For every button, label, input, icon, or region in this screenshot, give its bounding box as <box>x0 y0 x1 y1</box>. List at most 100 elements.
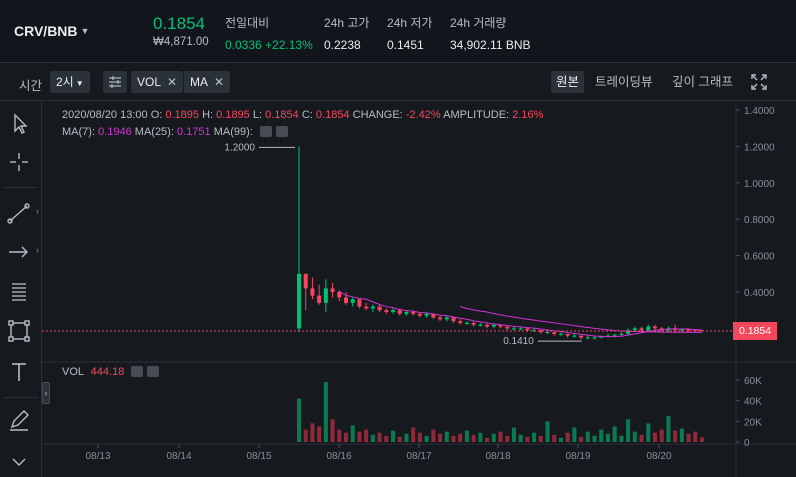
crosshair-icon <box>10 153 28 171</box>
legend-ma7: 0.1946 <box>98 126 132 138</box>
volume-bar <box>438 433 443 442</box>
pair-name: CRV/BNB <box>14 23 78 39</box>
divider <box>4 397 38 398</box>
candle-body <box>626 330 631 334</box>
legend-low-label: L: <box>252 109 263 121</box>
volume-bar <box>451 435 456 442</box>
current-price-tag: 0.1854 <box>733 322 777 340</box>
volume-bar <box>693 431 698 442</box>
candle-body <box>538 330 543 333</box>
date-tick-label: 08/16 <box>326 451 351 462</box>
candlestick-chart[interactable]: 1.4000 1.2000 1.0000 0.8000 0.6000 0.4000 60K 4… <box>42 101 796 477</box>
eye-icon[interactable] <box>259 126 272 137</box>
volume-bar <box>626 419 631 442</box>
interval-selector[interactable]: 2시 ▼ <box>50 71 90 93</box>
magnet-tool[interactable] <box>4 445 34 471</box>
candle-body <box>404 312 409 314</box>
pen-icon <box>10 410 29 431</box>
trendline-tool[interactable]: › <box>4 200 39 226</box>
pair-selector[interactable]: CRV/BNB ▼ <box>14 23 89 39</box>
legend-ma99-label: MA(99): <box>213 126 253 138</box>
ma7-line <box>339 290 703 338</box>
stat-low: 24h 저가 0.1451 <box>387 14 432 52</box>
volume-bar <box>337 429 342 442</box>
price-tick-label: 1.2000 <box>744 142 775 153</box>
candle-body <box>572 335 577 337</box>
candle-body <box>579 335 584 338</box>
stat-change-value: 0.0336 +22.13% <box>225 38 313 52</box>
time-label: 시간 <box>19 79 43 93</box>
crosshair-tool[interactable] <box>4 149 34 175</box>
volume-bar <box>485 437 490 442</box>
settings-icon[interactable] <box>275 126 288 137</box>
volume-bar <box>397 436 402 442</box>
chart-toolbar: 시간 2시 ▼ VOL ✕ MA ✕ 원본 트레이딩뷰 깊이 그래프 <box>0 63 796 101</box>
indicator-settings-button[interactable] <box>103 71 127 93</box>
candle-body <box>511 328 516 330</box>
fib-icon <box>12 283 26 301</box>
stat-change-label: 전일대비 <box>225 16 270 30</box>
volume-bar <box>303 429 308 442</box>
close-icon[interactable]: ✕ <box>214 75 225 89</box>
chevron-down-icon: ▼ <box>80 26 90 36</box>
legend-high-label: H: <box>202 109 214 121</box>
legend-change: -2.42% <box>405 109 441 121</box>
candle-body <box>438 317 443 320</box>
volume-bar <box>296 398 302 442</box>
candle-body <box>592 337 597 339</box>
candle-body <box>444 317 449 320</box>
candle-body <box>525 328 530 331</box>
volume-tick-label: 20K <box>744 417 762 428</box>
candle-body <box>505 326 510 329</box>
date-tick-label: 08/20 <box>646 451 671 462</box>
market-header: CRV/BNB ▼ 0.1854 ₩4,871.00 전일대비 0.0336 +2… <box>0 0 796 63</box>
stat-high: 24h 고가 0.2238 <box>324 14 369 52</box>
candle-body <box>619 333 624 335</box>
candle-body <box>310 288 315 296</box>
volume-bar <box>491 433 496 442</box>
candle-body <box>552 332 557 334</box>
pointer-tool[interactable] <box>4 111 34 137</box>
volume-bar <box>639 434 644 442</box>
price-tick-label: 0.8000 <box>744 215 775 226</box>
volume-bar <box>350 425 355 442</box>
indicator-chip-vol[interactable]: VOL ✕ <box>131 71 184 93</box>
eye-icon[interactable] <box>131 366 144 377</box>
collapse-rail-button[interactable]: ‹ <box>42 382 50 404</box>
pen-tool[interactable] <box>4 407 34 433</box>
candle-body <box>296 273 302 329</box>
fib-tool[interactable] <box>4 278 34 304</box>
fullscreen-icon <box>751 74 767 90</box>
close-icon[interactable]: ✕ <box>167 75 178 89</box>
ohlc-legend: 2020/08/20 13:00 O: 0.1895 H: 0.1895 L: … <box>62 109 543 121</box>
fullscreen-button[interactable] <box>750 73 768 91</box>
volume-bar <box>424 435 429 442</box>
stat-volume-label: 24h 거래량 <box>450 16 507 30</box>
sliders-icon <box>109 76 121 88</box>
volume-bar <box>370 434 375 442</box>
date-tick-label: 08/17 <box>406 451 431 462</box>
candle-body <box>686 329 691 331</box>
rectangle-tool[interactable] <box>4 318 34 344</box>
volume-bar <box>391 430 396 442</box>
view-depth[interactable]: 깊이 그래프 <box>672 75 733 89</box>
candle-body <box>632 328 637 331</box>
legend-close: 0.1854 <box>315 109 350 121</box>
arrow-tool[interactable]: › <box>4 239 39 265</box>
indicator-chip-ma[interactable]: MA ✕ <box>184 71 231 93</box>
text-tool[interactable] <box>4 359 34 385</box>
volume-bar <box>323 382 328 442</box>
volume-bar <box>579 436 584 442</box>
candle-body <box>370 306 375 309</box>
candle-body <box>337 292 342 298</box>
volume-bar <box>478 432 483 442</box>
volume-bar <box>572 427 577 442</box>
candle-body <box>478 324 483 326</box>
volume-bar <box>364 429 369 442</box>
settings-icon[interactable] <box>147 366 160 377</box>
volume-bar <box>404 433 409 442</box>
low-annotation-label: 0.1410 <box>503 336 534 347</box>
view-original[interactable]: 원본 <box>551 71 585 93</box>
volume-bar <box>458 433 463 442</box>
view-tradingview[interactable]: 트레이딩뷰 <box>595 75 653 89</box>
